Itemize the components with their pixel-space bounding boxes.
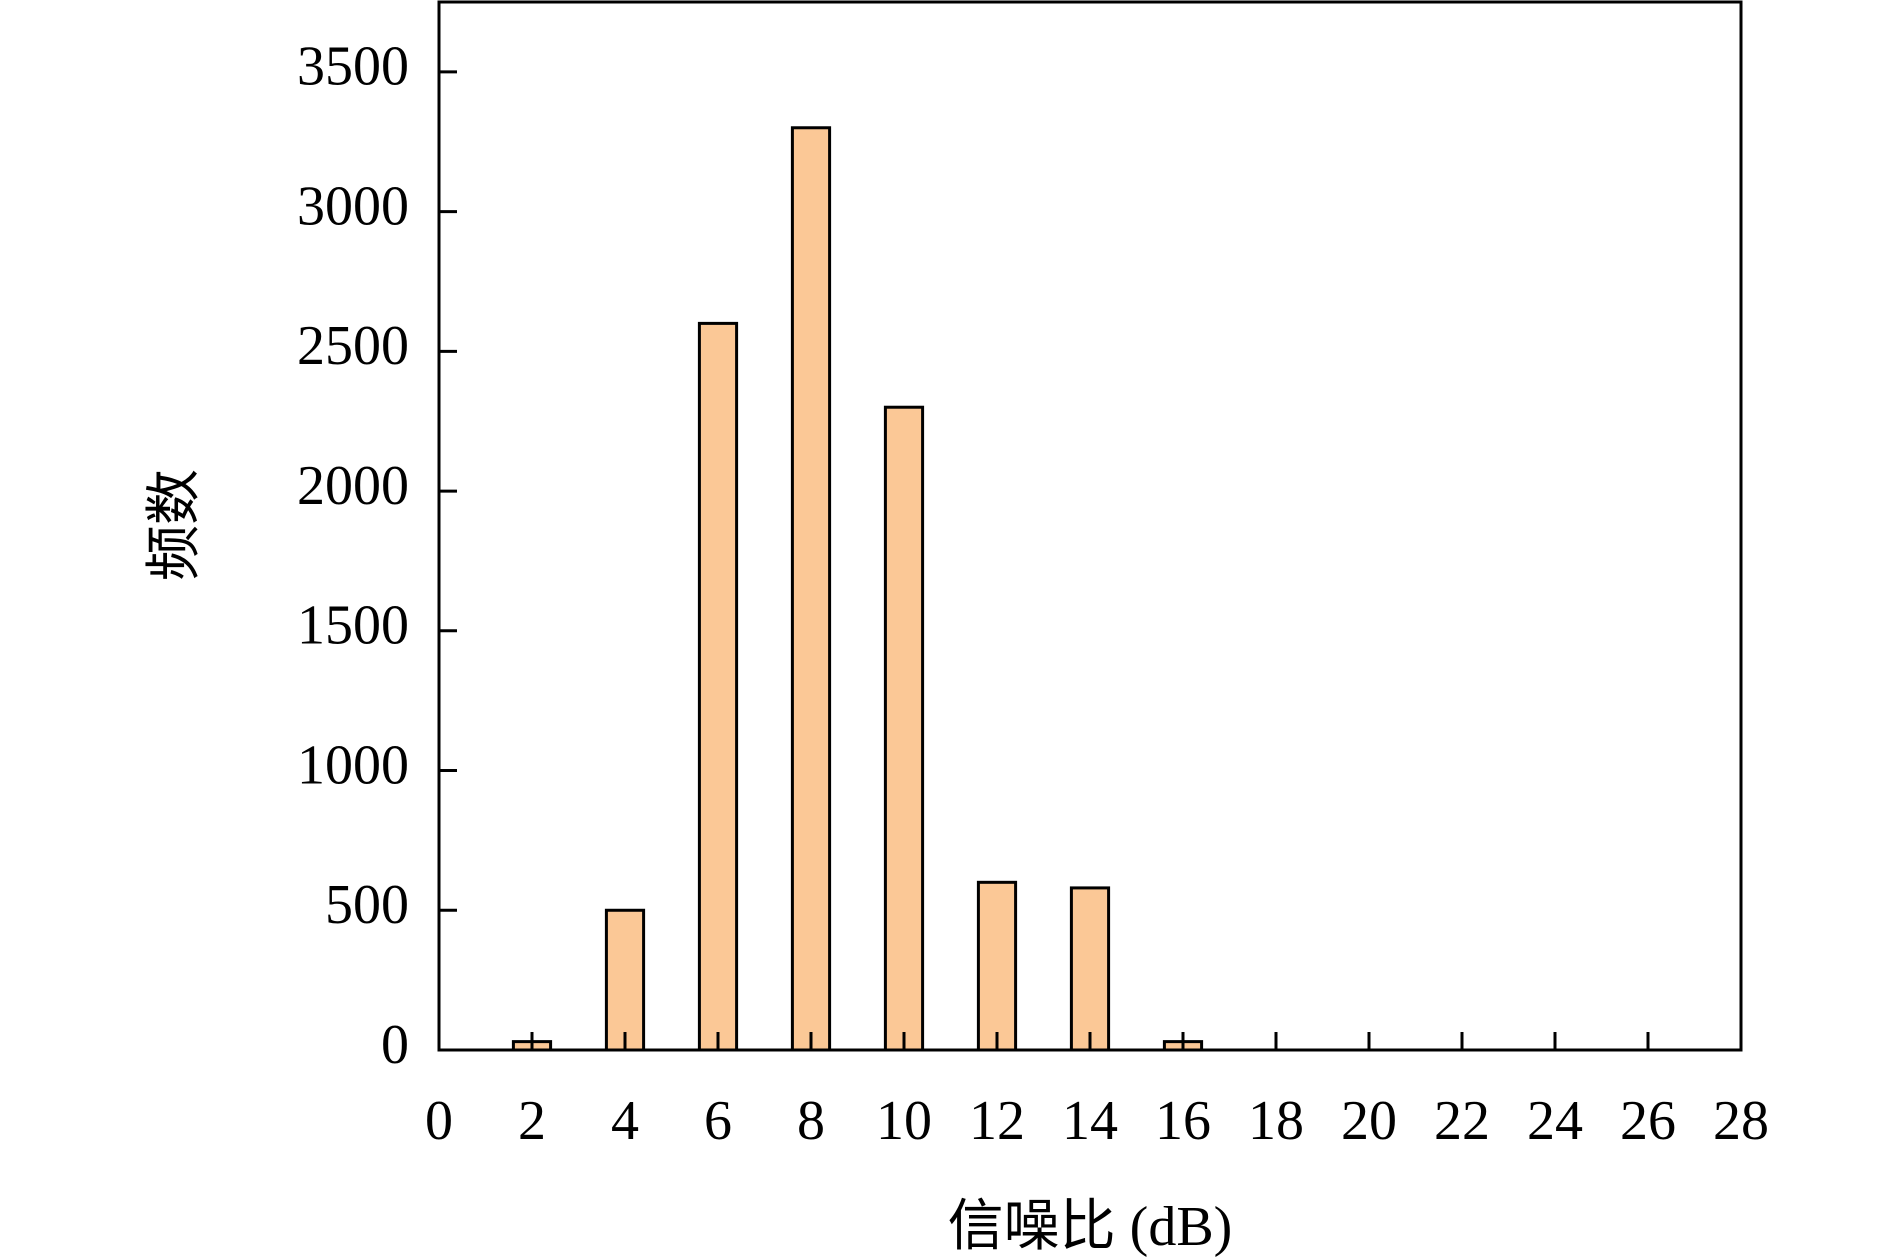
y-axis-label: 频数 (144, 469, 206, 581)
y-tick-label: 1500 (297, 595, 409, 657)
x-tick-label: 16 (1155, 1090, 1211, 1152)
plot-frame (437, 0, 1743, 1052)
x-tick-label: 4 (611, 1090, 639, 1152)
y-tick-label: 500 (325, 874, 409, 936)
x-tick-label: 18 (1248, 1090, 1304, 1152)
x-tick-label: 24 (1527, 1090, 1583, 1152)
y-tick-label: 3500 (297, 36, 409, 98)
x-tick-label: 2 (518, 1090, 546, 1152)
x-axis-label: 信噪比 (dB) (948, 1196, 1233, 1257)
x-tick-label: 8 (797, 1090, 825, 1152)
y-tick-label: 1000 (297, 734, 409, 796)
x-tick-label: 10 (876, 1090, 932, 1152)
x-tick-label: 6 (704, 1090, 732, 1152)
x-tick-label: 26 (1620, 1090, 1676, 1152)
y-tick-label: 0 (381, 1014, 409, 1076)
bar (604, 908, 646, 1052)
y-tick-label: 2000 (297, 455, 409, 517)
x-tick-label: 28 (1713, 1090, 1769, 1152)
bar (697, 321, 739, 1052)
bar (1069, 886, 1111, 1052)
x-tick-label: 0 (425, 1090, 453, 1152)
bar (790, 126, 832, 1052)
x-tick-label: 22 (1434, 1090, 1490, 1152)
bar (976, 880, 1018, 1052)
bar (883, 405, 925, 1052)
y-tick-label: 2500 (297, 315, 409, 377)
x-tick-label: 12 (969, 1090, 1025, 1152)
y-tick-label: 3000 (297, 175, 409, 237)
x-tick-label: 20 (1341, 1090, 1397, 1152)
x-tick-label: 14 (1062, 1090, 1118, 1152)
